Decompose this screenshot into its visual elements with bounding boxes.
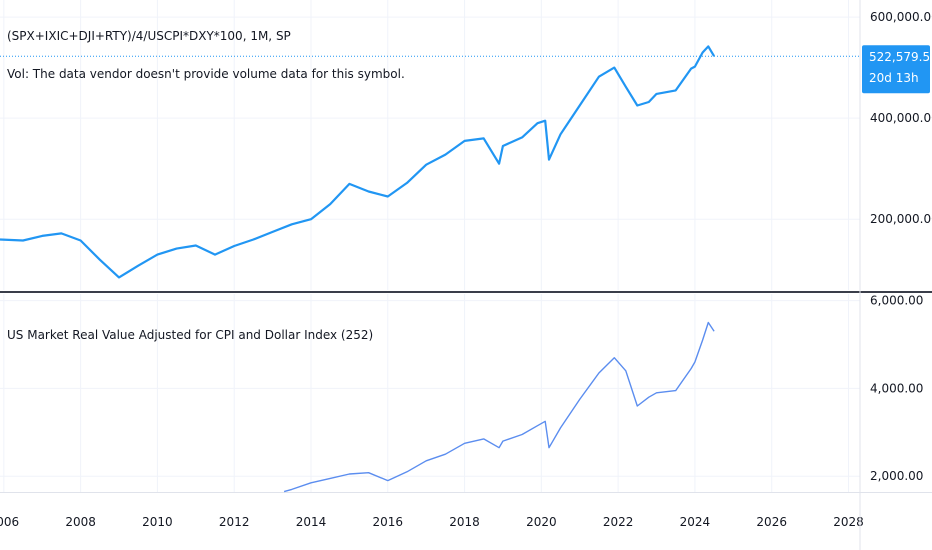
- time-tick-label: 2022: [603, 515, 634, 529]
- price-tick-label: 200,000.00: [870, 212, 932, 226]
- price-tick-label: 400,000.00: [870, 111, 932, 125]
- price-line: [0, 45, 716, 279]
- symbol-legend-title[interactable]: (SPX+IXIC+DJI+RTY)/4/USCPI*DXY*100, 1M, …: [7, 29, 291, 43]
- time-tick-label: 2016: [372, 515, 403, 529]
- price-tag-countdown: 20d 13h: [869, 71, 919, 85]
- grid-layer: [0, 0, 860, 492]
- indicator-tick-label: 4,000.00: [870, 381, 923, 395]
- price-axis-lower: 6,000.00 4,000.00 2,000.00: [870, 294, 923, 484]
- indicator-series: [283, 321, 715, 493]
- price-tag-value: 522,579.53: [869, 50, 932, 64]
- price-tag-background: [862, 45, 930, 94]
- time-tick-label: 2014: [296, 515, 327, 529]
- time-tick-label: 2006: [0, 515, 19, 529]
- time-tick-label: 2018: [449, 515, 480, 529]
- indicator-tick-label: 6,000.00: [870, 294, 923, 308]
- time-tick-label: 2010: [142, 515, 173, 529]
- time-tick-label: 2012: [219, 515, 250, 529]
- last-value-price-tag: 522,579.53 20d 13h: [862, 45, 932, 94]
- indicator-tick-label: 2,000.00: [870, 469, 923, 483]
- time-axis: 2006 2008 2010 2012 2014 2016 2018 2020 2022 2024…: [0, 515, 864, 529]
- price-axis-upper: 600,000.00 400,000.00 200,000.00: [870, 10, 932, 226]
- volume-legend-note: Vol: The data vendor doesn't provide vol…: [7, 67, 405, 81]
- time-tick-label: 2024: [680, 515, 711, 529]
- time-tick-label: 2008: [65, 515, 96, 529]
- price-tick-label: 600,000.00: [870, 10, 932, 24]
- indicator-legend-title[interactable]: US Market Real Value Adjusted for CPI an…: [7, 328, 373, 342]
- time-tick-label: 2026: [756, 515, 787, 529]
- indicator-line: [283, 321, 715, 493]
- time-tick-label: 2020: [526, 515, 557, 529]
- time-tick-label: 2028: [833, 515, 864, 529]
- main-price-series: [0, 45, 716, 279]
